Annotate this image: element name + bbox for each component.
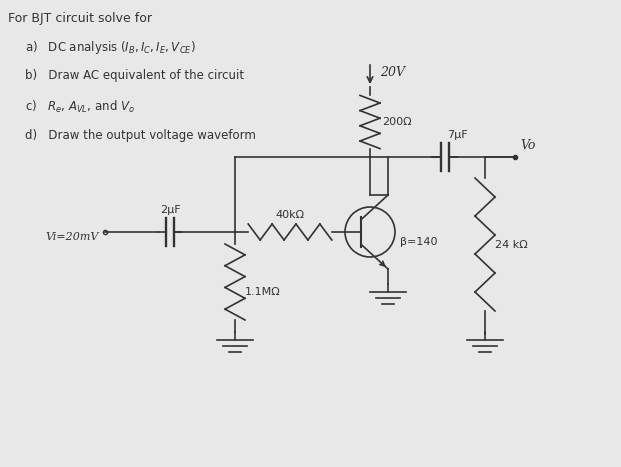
- Text: For BJT circuit solve for: For BJT circuit solve for: [8, 12, 152, 25]
- Text: 1.1MΩ: 1.1MΩ: [245, 287, 281, 297]
- Text: 200Ω: 200Ω: [382, 117, 412, 127]
- Text: c)   $R_e$, $A_{VL}$, and $V_o$: c) $R_e$, $A_{VL}$, and $V_o$: [25, 99, 135, 115]
- Text: 7μF: 7μF: [447, 130, 468, 140]
- Text: 24 kΩ: 24 kΩ: [495, 240, 528, 249]
- Text: 40kΩ: 40kΩ: [276, 210, 304, 220]
- Text: 20V: 20V: [380, 65, 405, 78]
- Text: d)   Draw the output voltage waveform: d) Draw the output voltage waveform: [25, 129, 256, 142]
- Text: 2μF: 2μF: [160, 205, 180, 215]
- Text: Vo: Vo: [520, 139, 535, 152]
- Text: b)   Draw AC equivalent of the circuit: b) Draw AC equivalent of the circuit: [25, 69, 244, 82]
- Text: β=140: β=140: [400, 237, 438, 247]
- Text: a)   DC analysis ($I_B, I_C, I_E, V_{CE}$): a) DC analysis ($I_B, I_C, I_E, V_{CE}$): [25, 39, 196, 56]
- Text: Vi=20mV: Vi=20mV: [45, 232, 98, 242]
